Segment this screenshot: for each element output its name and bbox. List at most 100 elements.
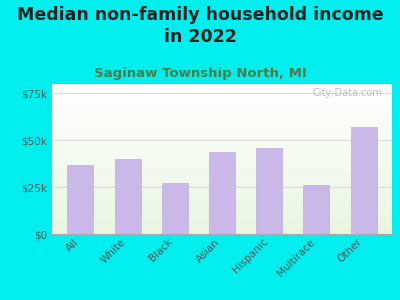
Bar xyxy=(52,220,392,222)
Bar xyxy=(52,93,392,94)
Bar xyxy=(52,138,392,140)
Bar xyxy=(52,190,392,192)
Bar xyxy=(52,165,392,166)
Bar xyxy=(52,189,392,190)
Bar xyxy=(52,207,392,208)
Bar xyxy=(52,159,392,160)
Bar xyxy=(350,127,376,234)
Bar xyxy=(52,142,392,144)
Bar xyxy=(52,135,392,136)
Bar xyxy=(52,153,392,154)
Bar xyxy=(52,174,392,176)
Bar xyxy=(52,117,392,118)
Bar xyxy=(52,132,392,134)
Bar xyxy=(52,150,392,152)
Bar xyxy=(52,158,392,159)
Bar xyxy=(52,198,392,200)
Bar xyxy=(52,232,392,234)
Bar xyxy=(52,218,392,219)
Bar xyxy=(52,106,392,108)
Bar xyxy=(52,134,392,135)
Bar xyxy=(256,148,282,234)
Bar xyxy=(52,120,392,122)
Bar xyxy=(52,94,392,96)
Bar xyxy=(52,98,392,99)
Bar xyxy=(209,152,235,234)
Bar xyxy=(52,172,392,174)
Bar xyxy=(52,178,392,180)
Bar xyxy=(52,226,392,228)
Bar xyxy=(52,152,392,153)
Bar xyxy=(52,224,392,225)
Bar xyxy=(52,184,392,186)
Bar xyxy=(52,201,392,202)
Bar xyxy=(52,96,392,98)
Bar xyxy=(52,186,392,188)
Bar xyxy=(68,165,94,234)
Bar xyxy=(52,200,392,201)
Bar xyxy=(52,194,392,195)
Bar xyxy=(52,164,392,165)
Bar xyxy=(52,204,392,206)
Bar xyxy=(52,183,392,184)
Bar xyxy=(52,118,392,120)
Bar xyxy=(52,208,392,210)
Text: City-Data.com: City-Data.com xyxy=(312,88,382,98)
Bar xyxy=(52,112,392,114)
Bar xyxy=(52,171,392,172)
Bar xyxy=(52,123,392,124)
Bar xyxy=(52,231,392,232)
Bar xyxy=(52,156,392,158)
Bar xyxy=(52,136,392,138)
Bar xyxy=(52,214,392,216)
Bar xyxy=(52,147,392,148)
Bar xyxy=(52,146,392,147)
Bar xyxy=(52,141,392,142)
Bar xyxy=(52,213,392,214)
Bar xyxy=(52,84,392,86)
Bar xyxy=(52,228,392,230)
Bar xyxy=(52,177,392,178)
Bar xyxy=(52,124,392,126)
Bar xyxy=(52,168,392,170)
Bar xyxy=(52,116,392,117)
Bar xyxy=(52,206,392,207)
Bar xyxy=(52,103,392,105)
Bar xyxy=(52,87,392,88)
Bar xyxy=(52,169,392,171)
Bar xyxy=(52,212,392,213)
Bar xyxy=(52,195,392,196)
Bar xyxy=(52,130,392,132)
Bar xyxy=(52,100,392,102)
Bar xyxy=(162,183,188,234)
Bar xyxy=(52,216,392,218)
Bar xyxy=(52,167,392,168)
Bar xyxy=(52,85,392,87)
Bar xyxy=(52,219,392,220)
Bar xyxy=(52,180,392,182)
Bar xyxy=(52,102,392,104)
Bar xyxy=(52,210,392,212)
Bar xyxy=(52,188,392,189)
Bar xyxy=(304,185,329,234)
Text: Median non-family household income
in 2022: Median non-family household income in 20… xyxy=(17,6,383,46)
Bar xyxy=(52,182,392,183)
Bar xyxy=(52,162,392,164)
Bar xyxy=(52,108,392,110)
Bar xyxy=(52,105,392,106)
Bar xyxy=(52,222,392,224)
Bar xyxy=(52,192,392,194)
Bar xyxy=(52,140,392,141)
Bar xyxy=(52,99,392,100)
Bar xyxy=(52,129,392,130)
Bar xyxy=(52,90,392,92)
Bar xyxy=(52,144,392,146)
Bar xyxy=(52,88,392,90)
Bar xyxy=(115,159,140,234)
Bar xyxy=(52,110,392,111)
Bar xyxy=(52,154,392,156)
Bar xyxy=(52,128,392,129)
Bar xyxy=(52,122,392,123)
Bar xyxy=(52,196,392,198)
Bar xyxy=(52,111,392,112)
